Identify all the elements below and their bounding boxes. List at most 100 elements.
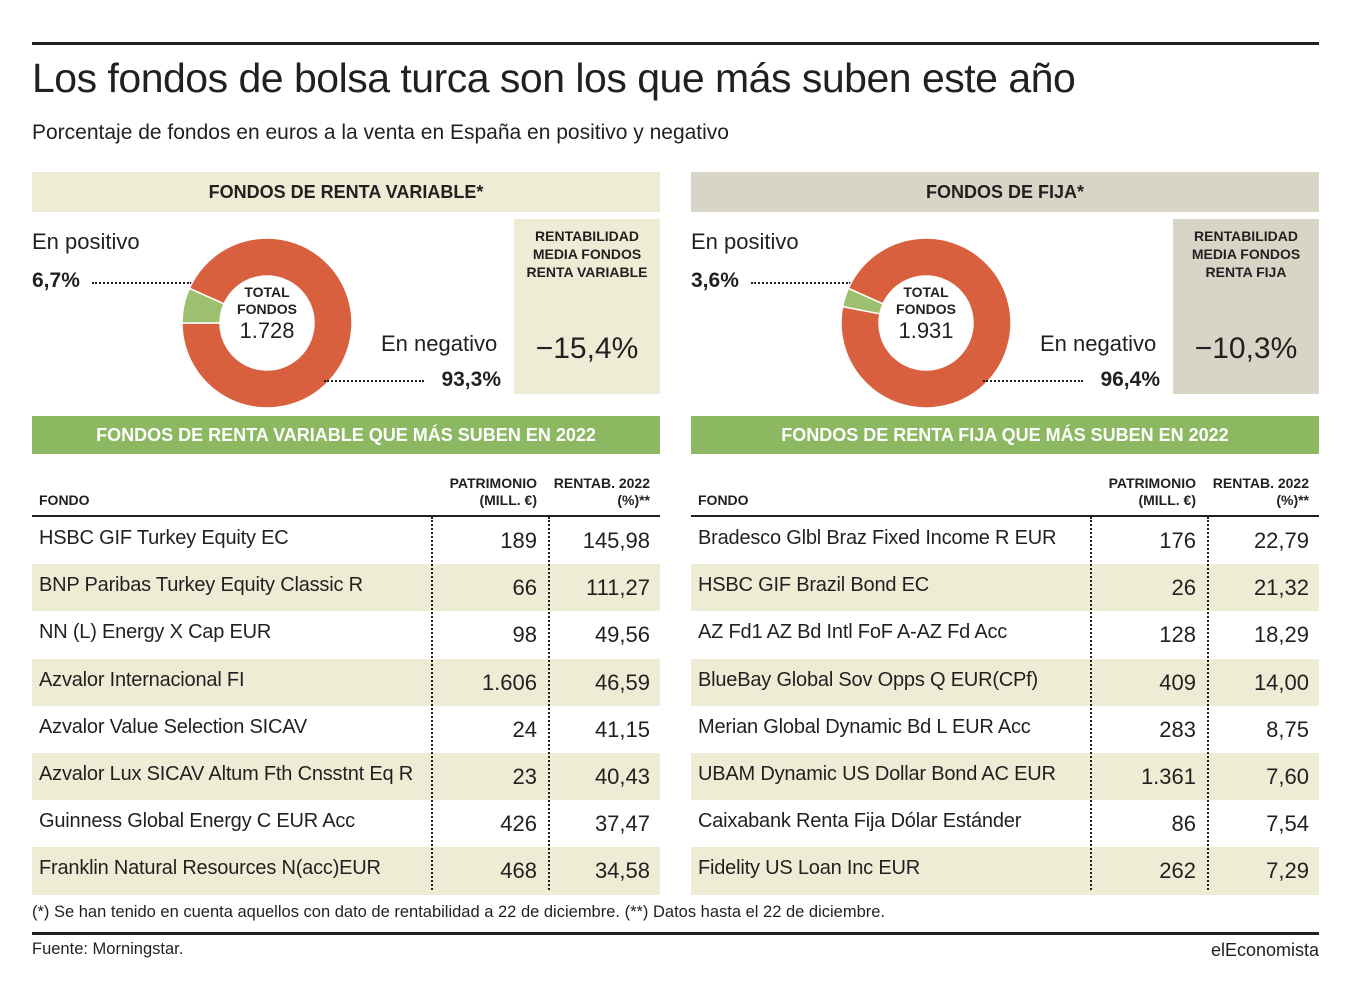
table-row: Bradesco Glbl Braz Fixed Income R EUR 176…: [691, 517, 1319, 564]
fund-rentab: 14,00: [1253, 669, 1309, 695]
chart-title: Los fondos de bolsa turca son los que má…: [32, 55, 1076, 101]
fund-patrimonio: 283: [1159, 716, 1196, 742]
donut-chart: [182, 238, 352, 408]
fund-name: UBAM Dynamic US Dollar Bond AC EUR: [698, 762, 1056, 785]
fund-name: Azvalor Internacional FI: [39, 668, 245, 691]
negative-label: En negativo: [1040, 331, 1157, 356]
fund-rentab: 46,59: [594, 669, 650, 695]
table-title: FONDOS DE RENTA VARIABLE QUE MÁS SUBEN E…: [32, 416, 660, 454]
donut-center: TOTAL FONDOS 1.728: [220, 284, 314, 344]
table-row: HSBC GIF Brazil Bond EC 26 21,32: [691, 564, 1319, 612]
table-row: BNP Paribas Turkey Equity Classic R 66 111…: [32, 564, 660, 612]
average-box: RENTABILIDAD MEDIA FONDOS RENTA FIJA −10…: [1173, 219, 1319, 394]
fund-rentab: 18,29: [1253, 622, 1309, 648]
fund-patrimonio: 66: [512, 575, 537, 601]
col-header-patrimonio: PATRIMONIO (MILL. €): [1108, 475, 1196, 508]
table-row: Azvalor Value Selection SICAV 24 41,15: [32, 706, 660, 753]
fund-rentab: 22,79: [1253, 528, 1309, 553]
table-row: Fidelity US Loan Inc EUR 262 7,29: [691, 847, 1319, 895]
fund-name: AZ Fd1 AZ Bd Intl FoF A-AZ Fd Acc: [698, 621, 1008, 644]
table-row: Azvalor Internacional FI 1.606 46,59: [32, 658, 660, 706]
negative-leader: [983, 380, 1083, 382]
table-row: HSBC GIF Turkey Equity EC 189 145,98: [32, 517, 660, 564]
donut-chart: [841, 238, 1011, 408]
fund-patrimonio: 128: [1159, 622, 1196, 648]
fund-patrimonio: 409: [1159, 669, 1196, 695]
fund-rentab: 145,98: [582, 528, 650, 553]
fund-name: HSBC GIF Brazil Bond EC: [698, 574, 930, 597]
average-label: RENTABILIDAD MEDIA FONDOS RENTA FIJA: [1191, 228, 1301, 280]
fund-rentab: 37,47: [594, 811, 650, 837]
table-row: Merian Global Dynamic Bd L EUR Acc 283 8,7…: [691, 706, 1319, 753]
fund-rentab: 7,29: [1266, 858, 1309, 884]
fund-rentab: 7,54: [1266, 811, 1309, 837]
positive-value: 6,7%: [32, 269, 80, 292]
fund-patrimonio: 24: [512, 716, 537, 742]
bottom-rule: [32, 932, 1319, 935]
section-title: FONDOS DE FIJA*: [691, 172, 1319, 212]
panel-renta-fija: FONDOS DE FIJA* En positivo 3,6% TOTAL F…: [691, 172, 1319, 895]
fund-patrimonio: 262: [1159, 858, 1196, 884]
fund-name: Azvalor Value Selection SICAV: [39, 715, 308, 738]
chart-subtitle: Porcentaje de fondos en euros a la venta…: [32, 121, 729, 144]
fund-rentab: 40,43: [594, 763, 650, 789]
fund-rentab: 49,56: [594, 622, 650, 648]
positive-leader: [92, 282, 192, 284]
column-separator: [548, 517, 550, 890]
negative-value: 93,3%: [441, 368, 501, 391]
total-value: 1.931: [898, 318, 954, 343]
header-rule: [691, 515, 1319, 517]
table-row: Franklin Natural Resources N(acc)EUR 468 3…: [32, 847, 660, 895]
fund-patrimonio: 468: [500, 858, 537, 884]
fund-name: Fidelity US Loan Inc EUR: [698, 857, 920, 880]
fund-patrimonio: 86: [1171, 811, 1196, 837]
fund-patrimonio: 1.361: [1140, 763, 1196, 789]
table-row: NN (L) Energy X Cap EUR 98 49,56: [32, 611, 660, 658]
table-row: Guinness Global Energy C EUR Acc 426 37,47: [32, 800, 660, 847]
fund-table: HSBC GIF Turkey Equity EC 189 145,98 BNP P…: [32, 517, 660, 895]
column-separator: [431, 517, 433, 890]
table-row: Azvalor Lux SICAV Altum Fth Cnsstnt Eq R…: [32, 752, 660, 801]
brand-logo: elEconomista: [1210, 940, 1319, 960]
negative-leader: [324, 380, 424, 382]
section-title: FONDOS DE RENTA VARIABLE*: [32, 172, 660, 212]
negative-label: En negativo: [381, 331, 498, 356]
header-rule: [32, 515, 660, 517]
fund-name: HSBC GIF Turkey Equity EC: [39, 527, 289, 549]
top-rule: [32, 42, 1319, 45]
fund-rentab: 21,32: [1253, 575, 1309, 601]
fund-patrimonio: 426: [500, 811, 537, 837]
fund-name: Caixabank Renta Fija Dólar Estánder: [698, 810, 1022, 833]
table-title: FONDOS DE RENTA FIJA QUE MÁS SUBEN EN 20…: [691, 416, 1319, 454]
positive-leader: [751, 282, 851, 284]
fund-name: Bradesco Glbl Braz Fixed Income R EUR: [698, 527, 1057, 549]
col-header-rentab: RENTAB. 2022 (%)**: [553, 475, 650, 508]
donut-center: TOTAL FONDOS 1.931: [879, 284, 973, 344]
average-value: −15,4%: [535, 332, 639, 365]
slice-negative: [182, 238, 352, 408]
source-note: Fuente: Morningstar.: [32, 940, 184, 958]
average-value: −10,3%: [1194, 332, 1298, 365]
negative-value: 96,4%: [1100, 368, 1160, 391]
col-header-patrimonio: PATRIMONIO (MILL. €): [449, 475, 537, 508]
fund-patrimonio: 98: [512, 622, 537, 648]
average-box: RENTABILIDAD MEDIA FONDOS RENTA VARIABLE…: [514, 219, 660, 394]
average-label: RENTABILIDAD MEDIA FONDOS RENTA VARIABLE: [526, 228, 648, 280]
fund-name: Franklin Natural Resources N(acc)EUR: [39, 857, 381, 880]
fund-patrimonio: 176: [1159, 528, 1196, 553]
column-separator: [1090, 517, 1092, 890]
fund-patrimonio: 1.606: [481, 669, 537, 695]
fund-table: Bradesco Glbl Braz Fixed Income R EUR 176…: [691, 517, 1319, 895]
table-row: UBAM Dynamic US Dollar Bond AC EUR 1.361 7…: [691, 752, 1319, 801]
total-value: 1.728: [239, 318, 295, 343]
column-separator: [1207, 517, 1209, 890]
fund-rentab: 111,27: [585, 575, 650, 601]
fund-name: BNP Paribas Turkey Equity Classic R: [39, 574, 363, 597]
col-header-rentab: RENTAB. 2022 (%)**: [1212, 475, 1309, 508]
table-row: Caixabank Renta Fija Dólar Estánder 86 7,5…: [691, 800, 1319, 847]
col-header-fondo: FONDO: [39, 492, 90, 508]
fund-name: Guinness Global Energy C EUR Acc: [39, 810, 355, 833]
fund-rentab: 8,75: [1266, 716, 1309, 742]
fund-rentab: 7,60: [1266, 763, 1309, 789]
total-label: TOTAL FONDOS: [896, 284, 956, 317]
